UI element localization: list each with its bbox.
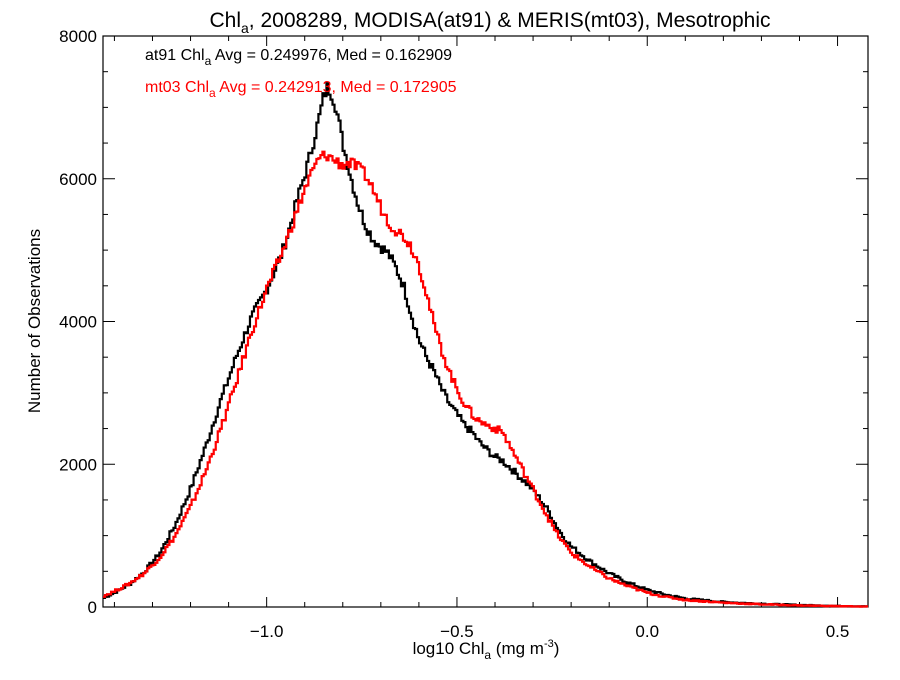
y-tick-label: 8000 [59, 27, 97, 46]
title-subscript: a [241, 20, 249, 36]
title-prefix: Chl [209, 9, 241, 32]
x-axis-ticks: −1.0 −0.5 0.0 0.5 [113, 36, 850, 641]
legend-mt03-prefix: mt03 Chl [145, 79, 209, 96]
y-tick-label: 6000 [59, 170, 97, 189]
legend-entry-mt03: mt03 Chla Avg = 0.242913, Med = 0.172905 [145, 79, 457, 100]
x-axis-label: log10 Chla (mg m-3) [413, 638, 560, 662]
legend-at91-subscript: a [205, 54, 212, 68]
xlabel-subscript: a [484, 648, 491, 662]
xlabel-superscript: -3 [544, 638, 554, 650]
x-tick-label: 0.5 [826, 622, 850, 641]
xlabel-suffix: (mg m [491, 639, 544, 658]
y-tick-label: 2000 [59, 455, 97, 474]
y-tick-label: 0 [88, 598, 97, 617]
legend-at91-prefix: at91 Chl [145, 47, 205, 64]
x-tick-label: −1.0 [250, 622, 284, 641]
series-at91-line [103, 82, 868, 608]
legend-entry-at91: at91 Chla Avg = 0.249976, Med = 0.162909 [145, 47, 452, 68]
xlabel-close: ) [554, 639, 560, 658]
x-tick-label: −0.5 [440, 622, 474, 641]
legend-at91-text: Avg = 0.249976, Med = 0.162909 [211, 47, 452, 64]
chart-title: Chla, 2008289, MODISA(at91) & MERIS(mt03… [209, 9, 770, 36]
plot-frame [102, 35, 869, 608]
y-axis-label: Number of Observations [25, 229, 44, 413]
y-tick-label: 4000 [59, 313, 97, 332]
series-layer [103, 82, 868, 608]
x-tick-label: 0.0 [635, 622, 659, 641]
title-suffix: , 2008289, MODISA(at91) & MERIS(mt03), M… [249, 9, 771, 32]
xlabel-prefix: log10 Chl [413, 639, 485, 658]
legend-mt03-text: Avg = 0.242913, Med = 0.172905 [216, 79, 457, 96]
legend-mt03-subscript: a [209, 86, 216, 100]
y-axis-ticks: 0 2000 4000 6000 8000 [59, 27, 868, 617]
series-mt03-line [103, 150, 868, 608]
